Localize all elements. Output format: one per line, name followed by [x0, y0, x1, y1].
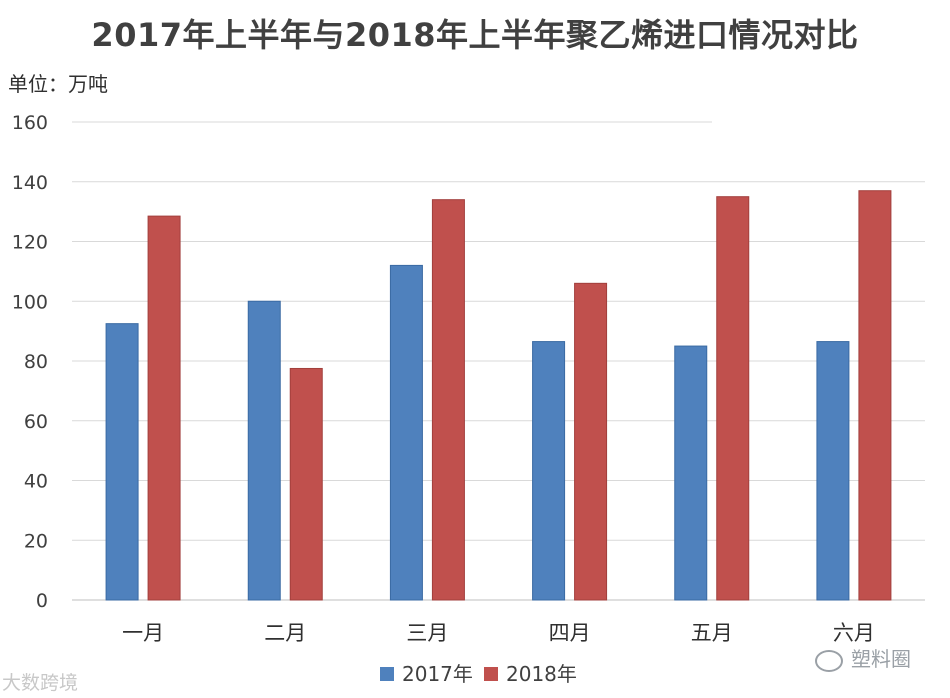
bar-2018-1 [147, 215, 181, 601]
unit-label: 单位：万吨 [8, 72, 108, 96]
x-tick-label: 三月 [406, 621, 448, 645]
bar-2017-2 [247, 300, 281, 601]
bar-2018-3 [431, 199, 465, 601]
watermark-left: 大数跨境 [2, 672, 79, 694]
x-tick-label: 二月 [264, 621, 306, 645]
y-tick-label: 20 [24, 530, 48, 552]
legend: 2017年 2018年 [380, 662, 577, 686]
chart-title: 2017年上半年与2018年上半年聚乙烯进口情况对比 [91, 16, 859, 54]
legend-label: 2018年 [506, 662, 577, 686]
x-tick-label: 四月 [549, 621, 591, 645]
legend-label: 2017年 [402, 662, 473, 686]
watermark-right-label: 塑料圈 [851, 647, 911, 671]
y-tick-label: 140 [12, 172, 48, 194]
x-tick-label: 一月 [122, 621, 164, 645]
wechat-icon [815, 649, 843, 672]
bar-2017-5 [674, 345, 708, 601]
y-axis-ticks: 0 20 40 60 80 100 120 140 160 [12, 112, 48, 612]
bar-2017-6 [816, 341, 850, 601]
bar-2017-4 [532, 341, 566, 601]
legend-swatch [380, 667, 394, 681]
y-tick-label: 60 [24, 411, 48, 433]
x-tick-label: 六月 [833, 621, 875, 645]
x-tick-label: 五月 [691, 621, 733, 645]
y-tick-label: 80 [24, 351, 48, 373]
y-tick-label: 160 [12, 112, 48, 134]
bar-2018-6 [858, 190, 892, 601]
bar-2017-1 [105, 323, 139, 601]
y-tick-label: 100 [12, 291, 48, 313]
legend-swatch [484, 667, 498, 681]
bars [105, 190, 892, 601]
bar-2018-5 [716, 196, 750, 601]
y-tick-label: 40 [24, 471, 48, 493]
y-tick-label: 0 [36, 590, 48, 612]
y-tick-label: 120 [12, 232, 48, 254]
gridlines [72, 121, 925, 601]
bar-2017-3 [389, 264, 423, 601]
x-axis-labels: 一月 二月 三月 四月 五月 六月 [122, 621, 875, 645]
bar-2018-4 [574, 282, 608, 601]
watermark-right: 塑料圈 [815, 643, 911, 672]
bar-2018-2 [289, 367, 323, 601]
